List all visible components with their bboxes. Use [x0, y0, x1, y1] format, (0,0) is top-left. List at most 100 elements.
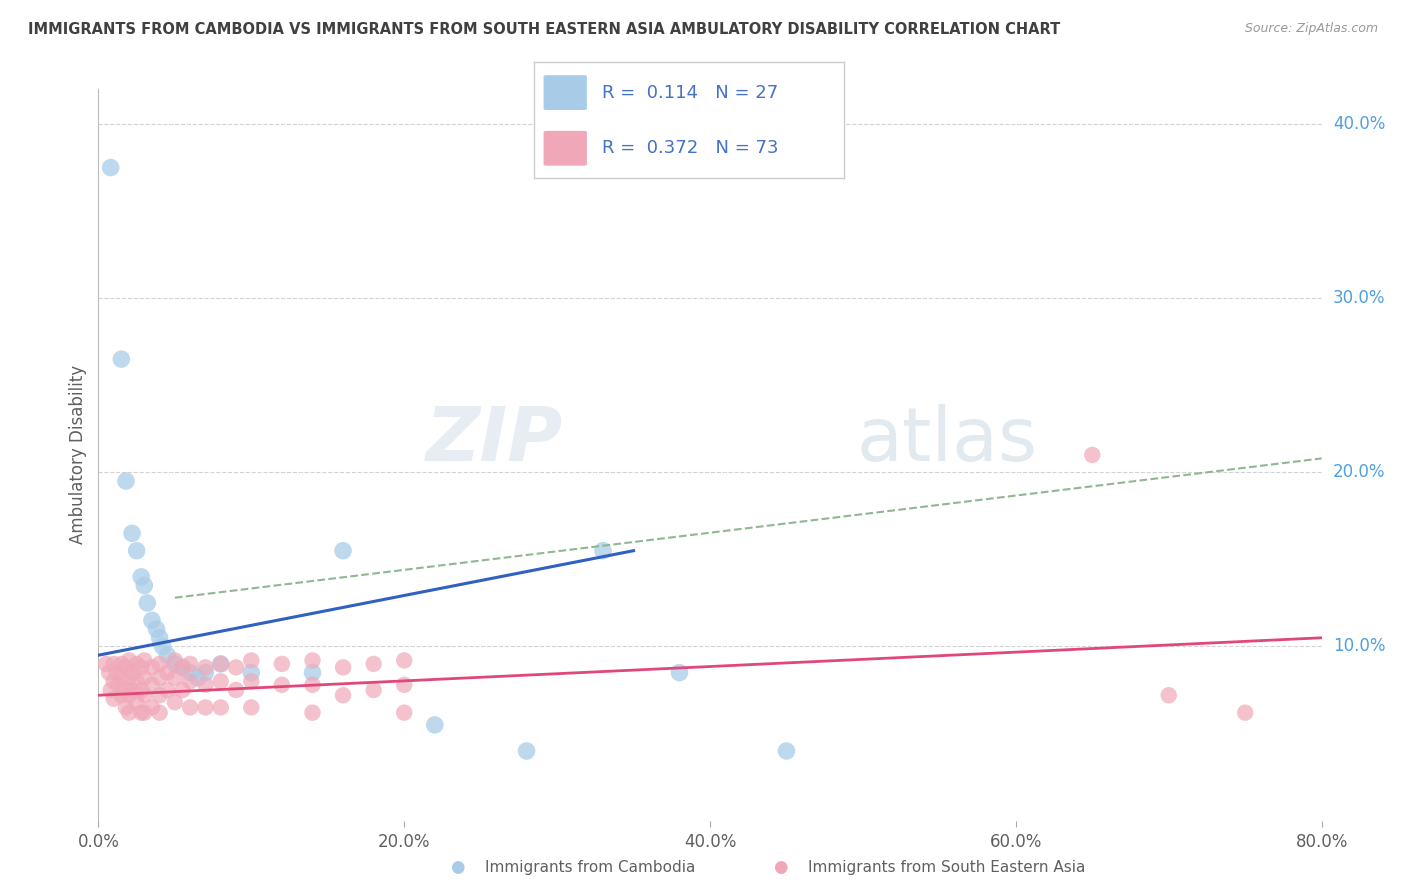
- Point: [134, 578, 156, 592]
- Text: R =  0.372   N = 73: R = 0.372 N = 73: [602, 139, 779, 157]
- Point: [125, 543, 148, 558]
- Point: [363, 683, 385, 698]
- Point: [209, 700, 232, 714]
- Point: [392, 706, 416, 720]
- Point: [115, 474, 138, 488]
- Text: R =  0.114   N = 27: R = 0.114 N = 27: [602, 84, 779, 102]
- Point: [172, 660, 194, 674]
- Point: [1157, 688, 1180, 702]
- Point: [115, 700, 138, 714]
- Point: [134, 653, 156, 667]
- Point: [110, 688, 132, 702]
- Point: [118, 688, 141, 702]
- Point: [134, 706, 156, 720]
- Point: [121, 665, 143, 680]
- Point: [240, 665, 263, 680]
- Point: [592, 543, 614, 558]
- Point: [149, 631, 172, 645]
- Point: [240, 653, 263, 667]
- Text: 20.0%: 20.0%: [1333, 463, 1385, 482]
- Point: [100, 683, 122, 698]
- Text: ●: ●: [773, 858, 787, 876]
- Point: [134, 671, 156, 685]
- Point: [209, 657, 232, 671]
- Point: [363, 657, 385, 671]
- Point: [118, 671, 141, 685]
- Point: [121, 683, 143, 698]
- Point: [194, 660, 217, 674]
- Point: [194, 700, 217, 714]
- Point: [149, 688, 172, 702]
- Point: [145, 622, 167, 636]
- Point: [240, 700, 263, 714]
- Point: [270, 678, 292, 692]
- Point: [134, 688, 156, 702]
- Point: [141, 613, 163, 627]
- Point: [225, 660, 247, 674]
- Point: [103, 691, 125, 706]
- Point: [156, 665, 179, 680]
- Point: [392, 653, 416, 667]
- Point: [301, 706, 323, 720]
- Point: [209, 674, 232, 689]
- Point: [125, 695, 148, 709]
- Point: [129, 660, 152, 674]
- Point: [118, 706, 141, 720]
- Point: [332, 688, 354, 702]
- Point: [149, 706, 172, 720]
- Y-axis label: Ambulatory Disability: Ambulatory Disability: [69, 366, 87, 544]
- Point: [110, 671, 132, 685]
- Point: [125, 674, 148, 689]
- Point: [194, 678, 217, 692]
- Point: [1234, 706, 1257, 720]
- Point: [103, 674, 125, 689]
- FancyBboxPatch shape: [544, 131, 586, 166]
- Point: [179, 700, 201, 714]
- Point: [301, 665, 323, 680]
- Point: [110, 657, 132, 671]
- Point: [110, 352, 132, 367]
- Point: [775, 744, 797, 758]
- Point: [270, 657, 292, 671]
- Text: Immigrants from Cambodia: Immigrants from Cambodia: [485, 860, 696, 874]
- Point: [209, 657, 232, 671]
- Point: [103, 657, 125, 671]
- Text: IMMIGRANTS FROM CAMBODIA VS IMMIGRANTS FROM SOUTH EASTERN ASIA AMBULATORY DISABI: IMMIGRANTS FROM CAMBODIA VS IMMIGRANTS F…: [28, 22, 1060, 37]
- Point: [136, 596, 159, 610]
- Text: ZIP: ZIP: [426, 404, 564, 477]
- Point: [156, 648, 179, 663]
- Point: [301, 653, 323, 667]
- Point: [1081, 448, 1104, 462]
- Text: Source: ZipAtlas.com: Source: ZipAtlas.com: [1244, 22, 1378, 36]
- Text: 30.0%: 30.0%: [1333, 289, 1385, 307]
- Text: Immigrants from South Eastern Asia: Immigrants from South Eastern Asia: [808, 860, 1085, 874]
- Point: [392, 678, 416, 692]
- Point: [107, 678, 129, 692]
- Point: [115, 683, 138, 698]
- Point: [163, 671, 186, 685]
- Point: [98, 665, 121, 680]
- Point: [172, 683, 194, 698]
- Point: [194, 665, 217, 680]
- Point: [100, 161, 122, 175]
- Point: [187, 671, 209, 685]
- Point: [301, 678, 323, 692]
- Text: 10.0%: 10.0%: [1333, 638, 1385, 656]
- Point: [141, 678, 163, 692]
- Point: [172, 660, 194, 674]
- Point: [141, 660, 163, 674]
- Text: ●: ●: [450, 858, 464, 876]
- Point: [163, 653, 186, 667]
- Point: [149, 657, 172, 671]
- Point: [332, 660, 354, 674]
- Point: [149, 671, 172, 685]
- Point: [179, 665, 201, 680]
- Point: [152, 640, 174, 654]
- Point: [423, 718, 446, 732]
- Point: [516, 744, 538, 758]
- Point: [94, 657, 117, 671]
- Point: [121, 526, 143, 541]
- Point: [668, 665, 690, 680]
- Point: [129, 706, 152, 720]
- Point: [156, 683, 179, 698]
